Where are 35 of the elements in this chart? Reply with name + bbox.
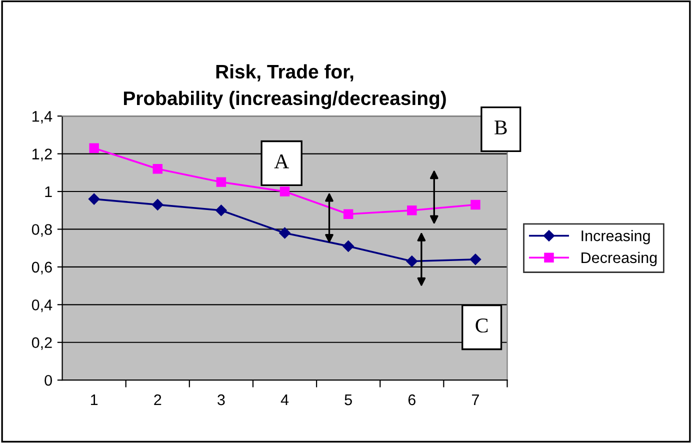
point [470, 254, 482, 265]
annotation: A [274, 154, 289, 168]
point [152, 164, 162, 174]
x-tick-label: 3 [218, 394, 225, 406]
annotation: C [476, 318, 488, 333]
x-tick-label: 7 [472, 394, 479, 406]
y-tick-label: 0,2 [32, 337, 52, 350]
point [342, 240, 354, 252]
x-tick-label: 5 [344, 394, 352, 406]
point [216, 177, 226, 187]
point [470, 200, 480, 210]
y-tick-label: 0,8 [32, 224, 52, 237]
chart-title: Risk, Trade for, Probability (increasing/decreasing) [124, 64, 446, 110]
point [407, 206, 417, 216]
point [89, 143, 99, 153]
point [343, 209, 354, 219]
point [279, 227, 290, 239]
x-tick-label: 2 [154, 394, 162, 406]
y-tick-label: 1,2 [32, 148, 52, 162]
legend-label: Increasing [582, 230, 650, 244]
y-tick-label: 1 [45, 186, 52, 198]
y-tick-label: 0,4 [32, 300, 52, 312]
point [280, 186, 290, 196]
x-tick-label: 6 [408, 394, 416, 406]
point [406, 256, 418, 267]
point [152, 199, 164, 210]
point [216, 204, 227, 216]
annotation: B [494, 120, 507, 134]
y-tick-label: 0,6 [32, 262, 52, 274]
point [88, 193, 100, 205]
legend-label: Decreasing [582, 252, 657, 266]
y-tick-label: 0 [44, 374, 52, 386]
x-tick-label: 4 [280, 394, 289, 406]
y-tick-label: 1,4 [32, 111, 52, 124]
x-tick-label: 1 [90, 394, 98, 406]
